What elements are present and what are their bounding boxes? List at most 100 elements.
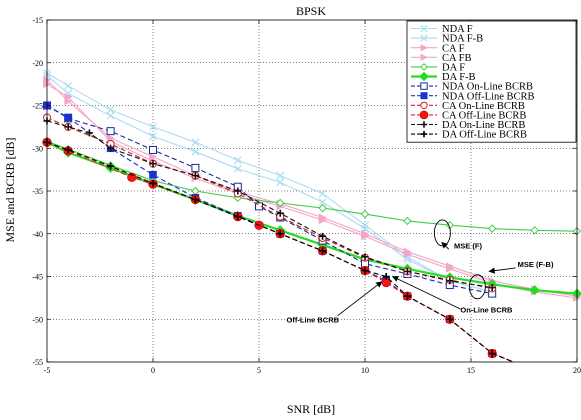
legend-marker	[420, 53, 428, 61]
data-point	[361, 232, 370, 241]
legend-entry-ca-fb: CA FB	[411, 53, 471, 64]
series-line	[46, 72, 493, 293]
data-point	[382, 273, 390, 280]
data-point	[446, 315, 454, 323]
data-point	[64, 92, 73, 101]
data-point	[64, 81, 73, 90]
x-tick-label: 0	[151, 366, 155, 375]
legend-label: DA F-B	[442, 72, 476, 83]
x-tick-label: -5	[44, 366, 51, 375]
legend-label: DA F	[442, 63, 465, 74]
legend-marker	[419, 71, 429, 82]
legend-entry-nda-f-b: NDA F-B	[411, 34, 483, 45]
y-tick-label: -40	[32, 230, 43, 239]
data-point	[276, 230, 284, 238]
series-line	[46, 75, 493, 293]
legend-marker	[420, 24, 428, 33]
data-point	[191, 163, 200, 172]
legend-marker	[420, 92, 428, 100]
data-point	[403, 292, 411, 300]
data-point	[529, 285, 540, 296]
legend-marker	[420, 130, 428, 138]
data-point	[318, 198, 327, 207]
ellipse-mse-fb	[468, 274, 486, 300]
y-tick-label: -55	[32, 358, 43, 367]
annotations: MSE (F) MSE (F-B) On-Line BCRB Off-Line BCR…	[287, 219, 554, 325]
data-point	[191, 172, 199, 180]
data-point	[149, 160, 157, 168]
arrow-online-bcrb	[391, 276, 461, 310]
y-axis-title: MSE and BCRB [dB]	[3, 137, 17, 242]
data-point	[106, 105, 115, 114]
y-tick-label: -15	[32, 16, 43, 25]
legend-box	[406, 20, 577, 143]
legend-marker	[420, 44, 428, 52]
data-point	[276, 178, 285, 187]
legend-entry-da-off-line-bcrb: DA Off-Line BCRB	[411, 130, 527, 141]
arrow-offline-bcrb	[337, 281, 383, 317]
legend-label: NDA F-B	[442, 34, 483, 45]
x-tick-label: 15	[467, 366, 475, 375]
legend-marker	[420, 82, 428, 90]
y-tick-label: -25	[32, 102, 43, 111]
data-point	[530, 226, 539, 235]
data-point	[107, 144, 115, 152]
data-point	[318, 189, 327, 198]
data-point	[361, 267, 369, 275]
legend-entry-ca-on-line-bcrb: CA On-Line BCRB	[411, 101, 525, 112]
legend-entry-nda-f: NDA F	[411, 24, 473, 35]
data-point	[276, 209, 284, 217]
legend-label: NDA Off-Line BCRB	[442, 91, 535, 102]
legend-label: DA On-Line BCRB	[442, 120, 525, 131]
legend-label: DA Off-Line BCRB	[442, 130, 527, 141]
data-point	[488, 284, 496, 292]
legend-label: NDA F	[442, 24, 473, 35]
data-point	[191, 138, 200, 147]
data-point	[234, 187, 242, 195]
data-point	[234, 213, 242, 221]
x-tick-label: 20	[573, 366, 581, 375]
data-point	[149, 132, 157, 141]
annotation-label: MSE (F-B)	[518, 260, 554, 269]
data-point	[403, 267, 411, 275]
data-point	[487, 224, 497, 233]
legend-label: CA F	[442, 43, 465, 54]
legend-marker	[420, 121, 428, 128]
data-point	[275, 198, 285, 208]
legend-label: NDA On-Line BCRB	[442, 82, 533, 93]
data-point	[149, 145, 157, 154]
legend-marker	[420, 62, 428, 71]
data-point	[85, 129, 93, 137]
legend-label: CA On-Line BCRB	[442, 101, 525, 112]
legend-entry-nda-on-line-bcrb: NDA On-Line BCRB	[411, 82, 533, 93]
data-point	[64, 146, 72, 154]
legend-label: CA FB	[442, 53, 471, 64]
series-line	[46, 79, 578, 297]
series-line	[46, 141, 514, 363]
data-point	[403, 250, 412, 259]
arrow-mse-fb	[488, 267, 516, 274]
y-tick-label: -30	[32, 144, 43, 153]
legend-marker	[419, 110, 429, 120]
data-point	[191, 147, 200, 156]
legend-entry-nda-off-line-bcrb: NDA Off-Line BCRB	[411, 91, 535, 102]
legend-marker	[420, 101, 428, 110]
data-point	[233, 164, 242, 173]
legend-entry-da-f: DA F	[411, 63, 465, 74]
chart-title: BPSK	[296, 4, 326, 18]
legend-entry-da-on-line-bcrb: DA On-Line BCRB	[411, 120, 525, 131]
data-point	[446, 277, 454, 285]
annotation-label: On-Line BCRB	[460, 305, 513, 314]
data-point	[149, 122, 157, 131]
y-tick-label: -45	[32, 273, 43, 282]
y-tick-label: -50	[32, 315, 43, 324]
data-point	[149, 179, 157, 187]
data-point	[361, 221, 369, 230]
data-point	[318, 203, 327, 213]
data-point	[319, 232, 327, 240]
arrow-mse-f	[441, 241, 450, 250]
legend-entry-ca-f: CA F	[411, 43, 465, 54]
y-tick-label: -35	[32, 187, 43, 196]
data-point	[446, 264, 454, 273]
